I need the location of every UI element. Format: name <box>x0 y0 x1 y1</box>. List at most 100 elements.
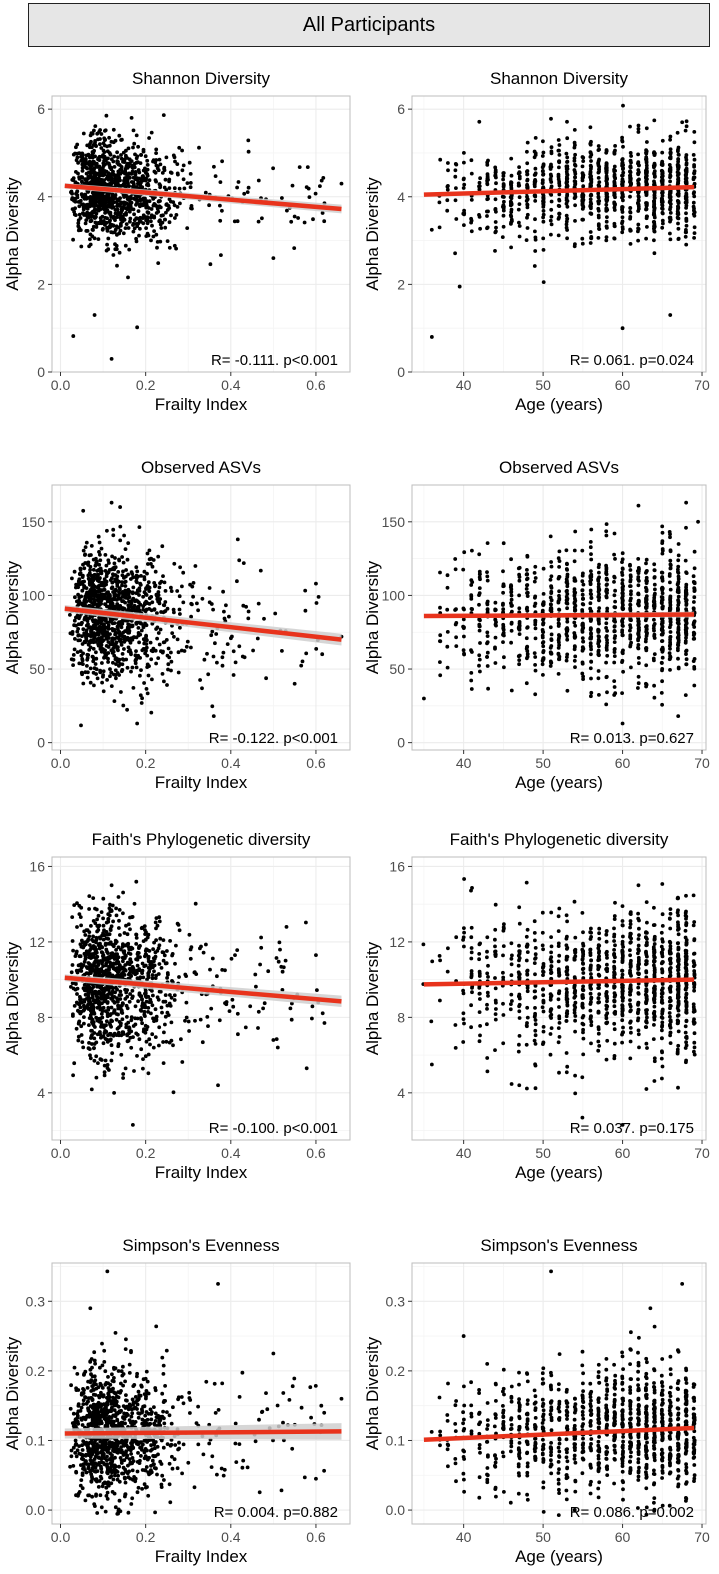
data-point <box>109 157 114 162</box>
data-point <box>89 544 94 548</box>
data-point <box>556 617 561 622</box>
data-point <box>620 567 625 571</box>
x-tick-label: 0.2 <box>136 377 156 393</box>
data-point <box>581 674 585 679</box>
data-point <box>116 648 120 653</box>
data-point <box>668 630 673 634</box>
y-tick-label: 0 <box>397 364 405 380</box>
data-point <box>597 575 601 580</box>
data-point <box>557 198 562 203</box>
data-point <box>564 213 569 218</box>
data-point <box>453 174 458 179</box>
data-point <box>76 602 81 607</box>
data-point <box>692 236 696 240</box>
data-point <box>636 583 641 588</box>
data-point <box>87 648 92 652</box>
data-point <box>130 665 135 670</box>
data-point <box>73 595 77 600</box>
data-point <box>628 563 632 568</box>
data-point <box>105 599 110 604</box>
data-point <box>485 163 490 167</box>
data-point <box>589 617 593 622</box>
data-point <box>533 199 538 203</box>
data-point <box>126 645 131 650</box>
data-point <box>588 591 593 596</box>
y-tick-label: 6 <box>397 101 405 117</box>
data-point <box>502 655 506 660</box>
data-point <box>485 641 489 646</box>
data-point <box>255 636 260 641</box>
data-point <box>102 195 107 199</box>
data-point <box>517 593 521 598</box>
data-point <box>131 221 136 226</box>
data-point <box>146 673 151 678</box>
data-point <box>588 643 593 648</box>
data-point <box>660 218 665 223</box>
data-point <box>668 668 672 672</box>
data-point <box>246 616 251 621</box>
data-point <box>684 587 688 592</box>
data-point <box>525 572 530 577</box>
data-point <box>477 653 482 658</box>
data-point <box>462 634 466 639</box>
data-point <box>589 676 593 681</box>
data-point <box>98 552 102 557</box>
data-point <box>100 192 105 197</box>
data-point <box>100 661 104 665</box>
data-point <box>652 636 657 640</box>
data-point <box>612 575 617 580</box>
data-point <box>210 629 215 634</box>
data-point <box>137 176 142 181</box>
data-point <box>643 639 648 644</box>
data-point <box>76 228 81 233</box>
data-point <box>454 635 458 640</box>
data-point <box>644 214 649 219</box>
data-point <box>572 559 577 564</box>
x-tick-label: 0.6 <box>306 377 326 393</box>
data-point <box>157 585 162 590</box>
data-point <box>692 619 697 624</box>
data-point <box>117 579 121 584</box>
data-point <box>84 171 89 176</box>
data-point <box>132 182 136 187</box>
data-point <box>580 164 585 169</box>
data-point <box>525 149 529 154</box>
data-point <box>129 652 133 657</box>
data-point <box>76 579 81 583</box>
data-point <box>72 569 77 574</box>
data-point <box>604 589 609 594</box>
data-point <box>140 177 145 181</box>
data-point <box>122 647 126 651</box>
data-point <box>636 194 641 198</box>
data-point <box>636 557 641 561</box>
data-point <box>144 226 149 231</box>
data-point <box>541 657 546 662</box>
data-point <box>525 172 530 177</box>
data-point <box>76 218 81 223</box>
data-point <box>71 657 76 662</box>
data-point <box>684 155 688 160</box>
data-point <box>684 217 689 222</box>
data-point <box>136 209 141 214</box>
data-point <box>596 199 601 204</box>
data-point <box>115 624 120 629</box>
data-point <box>612 224 617 229</box>
y-tick-label: 50 <box>389 661 405 677</box>
data-point <box>485 630 490 635</box>
data-point <box>524 681 529 686</box>
data-point <box>565 655 569 659</box>
data-point <box>668 549 673 554</box>
data-point <box>132 212 137 217</box>
data-point <box>109 684 114 688</box>
data-point <box>692 586 697 591</box>
data-point <box>636 126 641 131</box>
y-tick-label: 2 <box>37 276 45 292</box>
data-point <box>653 591 657 596</box>
data-point <box>644 169 649 174</box>
data-point <box>142 569 147 574</box>
data-point <box>80 169 85 173</box>
data-point <box>573 529 578 534</box>
data-point <box>660 632 665 637</box>
data-point <box>111 253 116 257</box>
data-point <box>668 646 672 651</box>
